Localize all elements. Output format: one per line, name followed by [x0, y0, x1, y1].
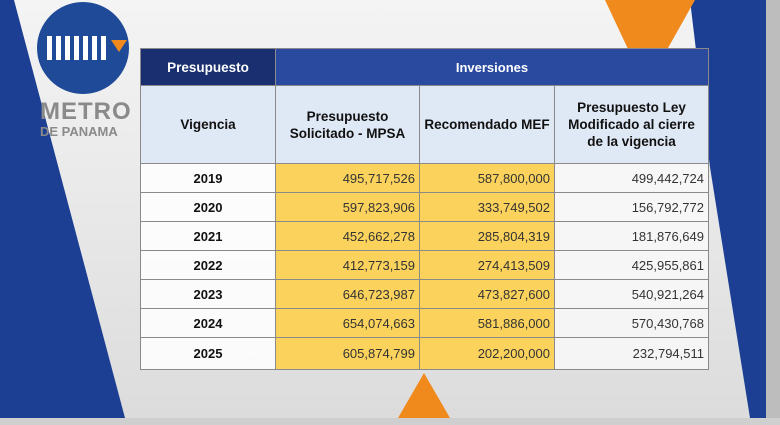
cell-vigencia: 2024 — [140, 308, 276, 338]
col-header-recomendado: Recomendado MEF — [419, 85, 555, 164]
cell-solicitado: 654,074,663 — [275, 308, 420, 338]
logo-text-panama: DE PANAMA — [40, 124, 118, 139]
col-header-vigencia: Vigencia — [140, 85, 276, 164]
cell-vigencia: 2025 — [140, 337, 276, 370]
table-row: 2025 605,874,799 202,200,000 232,794,511 — [140, 337, 709, 370]
cell-solicitado: 646,723,987 — [275, 279, 420, 309]
budget-table: Presupuesto Inversiones Vigencia Presupu… — [140, 48, 709, 370]
frame-bottom — [0, 418, 780, 425]
cell-recomendado: 473,827,600 — [419, 279, 555, 309]
cell-vigencia: 2022 — [140, 250, 276, 280]
logo-bars-icon — [47, 36, 107, 60]
metro-logo — [37, 2, 129, 94]
slide: METRO DE PANAMA Presupuesto Inversiones … — [0, 0, 766, 418]
cell-ley: 232,794,511 — [554, 337, 709, 370]
group-header-inversiones: Inversiones — [275, 48, 709, 86]
cell-ley: 181,876,649 — [554, 221, 709, 251]
cell-recomendado: 581,886,000 — [419, 308, 555, 338]
logo-triangle-icon — [111, 40, 127, 52]
cell-vigencia: 2021 — [140, 221, 276, 251]
group-header-presupuesto: Presupuesto — [140, 48, 276, 86]
table-row: 2019 495,717,526 587,800,000 499,442,724 — [140, 163, 709, 193]
cell-vigencia: 2020 — [140, 192, 276, 222]
table-row: 2023 646,723,987 473,827,600 540,921,264 — [140, 279, 709, 309]
cell-solicitado: 597,823,906 — [275, 192, 420, 222]
table-row: 2024 654,074,663 581,886,000 570,430,768 — [140, 308, 709, 338]
cell-ley: 499,442,724 — [554, 163, 709, 193]
cell-recomendado: 274,413,509 — [419, 250, 555, 280]
col-header-ley: Presupuesto Ley Modificado al cierre de … — [554, 85, 709, 164]
cell-recomendado: 202,200,000 — [419, 337, 555, 370]
cell-vigencia: 2019 — [140, 163, 276, 193]
cell-recomendado: 285,804,319 — [419, 221, 555, 251]
cell-solicitado: 495,717,526 — [275, 163, 420, 193]
decor-orange-bottom — [398, 373, 450, 418]
table-row: 2021 452,662,278 285,804,319 181,876,649 — [140, 221, 709, 251]
col-header-solicitado: Presupuesto Solicitado - MPSA — [275, 85, 420, 164]
cell-solicitado: 605,874,799 — [275, 337, 420, 370]
cell-recomendado: 333,749,502 — [419, 192, 555, 222]
cell-solicitado: 452,662,278 — [275, 221, 420, 251]
cell-ley: 540,921,264 — [554, 279, 709, 309]
cell-ley: 570,430,768 — [554, 308, 709, 338]
frame-edge — [766, 0, 780, 425]
logo-text-metro: METRO — [40, 98, 132, 125]
cell-vigencia: 2023 — [140, 279, 276, 309]
cell-solicitado: 412,773,159 — [275, 250, 420, 280]
table-row: 2020 597,823,906 333,749,502 156,792,772 — [140, 192, 709, 222]
decor-orange-top — [605, 0, 695, 48]
table-row: 2022 412,773,159 274,413,509 425,955,861 — [140, 250, 709, 280]
cell-recomendado: 587,800,000 — [419, 163, 555, 193]
cell-ley: 156,792,772 — [554, 192, 709, 222]
cell-ley: 425,955,861 — [554, 250, 709, 280]
